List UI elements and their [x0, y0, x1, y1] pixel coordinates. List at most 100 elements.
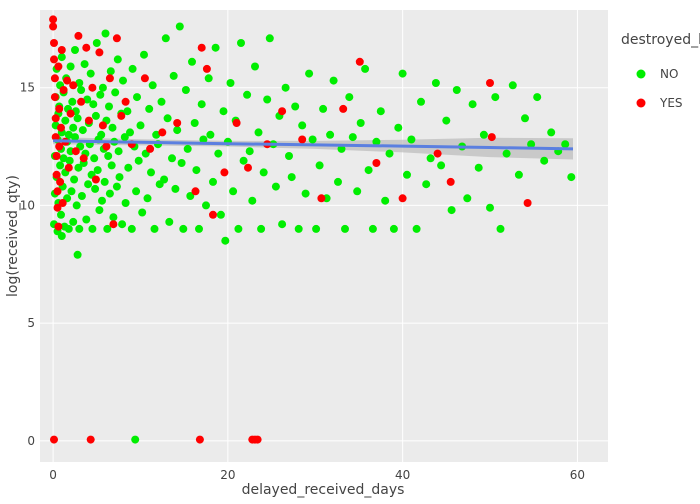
point-no — [72, 201, 81, 210]
point-no — [92, 39, 101, 47]
point-yes — [398, 194, 407, 203]
point-no — [248, 196, 257, 205]
y-tick-label: 0 — [27, 434, 35, 448]
point-no — [254, 128, 263, 137]
point-no — [173, 126, 182, 135]
point-no — [243, 90, 252, 99]
point-no — [157, 97, 166, 106]
point-yes — [158, 128, 167, 137]
point-no — [175, 22, 184, 31]
point-no — [86, 69, 95, 78]
legend-title: destroyed_b — [621, 32, 700, 48]
point-no — [115, 173, 124, 182]
point-no — [285, 152, 293, 160]
point-yes — [191, 187, 200, 196]
point-yes — [121, 97, 130, 106]
point-no — [294, 224, 303, 233]
point-no — [403, 170, 411, 179]
point-yes — [49, 15, 58, 24]
point-yes — [95, 48, 104, 57]
point-yes — [317, 194, 326, 203]
point-no — [108, 123, 117, 132]
point-no — [68, 97, 77, 106]
point-no — [171, 184, 180, 193]
point-no — [398, 69, 407, 78]
point-no — [298, 121, 307, 130]
point-yes — [64, 163, 73, 172]
point-no — [437, 161, 446, 170]
legend: destroyed_b NO YES — [621, 32, 700, 110]
point-yes — [53, 187, 62, 196]
point-no — [199, 135, 208, 144]
point-no — [59, 154, 68, 163]
point-yes — [86, 435, 95, 444]
point-yes — [486, 79, 494, 87]
point-yes — [372, 159, 381, 167]
point-no — [91, 111, 100, 120]
point-no — [128, 64, 137, 73]
point-yes — [117, 111, 126, 120]
x-tick-label: 60 — [570, 468, 585, 482]
point-no — [71, 133, 79, 142]
point-no — [183, 144, 192, 153]
legend-label-yes: YES — [659, 96, 683, 110]
point-no — [216, 210, 225, 219]
point-yes — [52, 170, 61, 179]
point-yes — [50, 39, 58, 47]
point-yes — [59, 86, 68, 94]
point-no — [148, 81, 157, 90]
point-no — [111, 88, 120, 97]
point-yes — [55, 104, 64, 113]
point-no — [140, 50, 148, 59]
point-no — [361, 64, 370, 73]
point-no — [533, 93, 542, 102]
point-no — [417, 97, 425, 106]
point-no — [452, 86, 461, 94]
point-no — [143, 194, 152, 203]
point-no — [394, 123, 403, 132]
point-yes — [57, 123, 65, 132]
point-yes — [433, 149, 442, 158]
point-no — [181, 86, 190, 94]
point-no — [326, 130, 335, 139]
point-no — [214, 149, 223, 158]
point-yes — [98, 121, 107, 130]
point-no — [287, 173, 296, 182]
point-no — [80, 60, 89, 69]
point-yes — [52, 152, 61, 160]
legend-label-no: NO — [660, 67, 678, 81]
point-yes — [173, 119, 182, 127]
point-no — [334, 177, 342, 186]
point-no — [93, 166, 102, 175]
point-yes — [102, 142, 111, 151]
point-no — [186, 192, 195, 200]
legend-marker-no — [636, 69, 646, 79]
y-tick-label: 5 — [27, 316, 35, 330]
point-yes — [74, 31, 83, 40]
point-no — [308, 135, 317, 144]
point-no — [73, 114, 82, 123]
point-no — [82, 215, 91, 224]
point-no — [161, 34, 170, 43]
point-yes — [71, 147, 80, 156]
smooth-line-layer — [53, 139, 574, 151]
point-yes — [278, 107, 287, 116]
point-no — [75, 79, 84, 87]
y-axis-title: log(received_qty) — [5, 175, 21, 297]
point-no — [105, 189, 114, 198]
point-no — [202, 201, 210, 210]
point-yes — [50, 435, 58, 444]
point-yes — [51, 114, 60, 123]
point-yes — [54, 62, 63, 71]
point-no — [265, 34, 274, 43]
point-no — [389, 224, 398, 233]
point-yes — [195, 435, 204, 444]
point-no — [353, 187, 362, 196]
point-yes — [146, 144, 155, 153]
point-no — [237, 39, 245, 47]
point-no — [337, 144, 346, 153]
point-no — [496, 224, 505, 233]
point-no — [567, 173, 576, 182]
point-no — [84, 180, 93, 189]
point-no — [56, 161, 65, 170]
